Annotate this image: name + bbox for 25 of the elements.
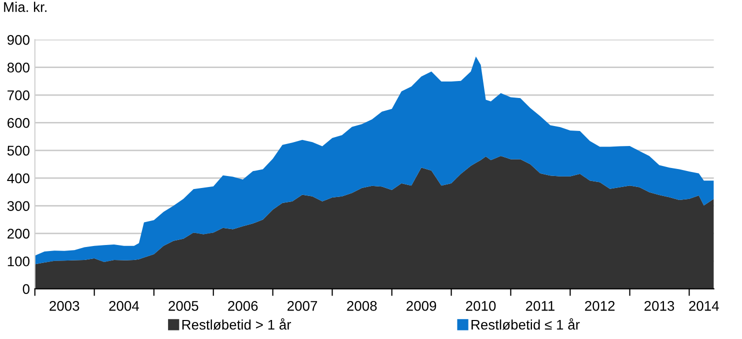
x-tick-label: 2006	[228, 301, 258, 311]
legend-label: Restløbetid ≤ 1 år	[472, 318, 580, 330]
x-tick-label: 2013	[644, 301, 674, 311]
x-tick-label: 2003	[50, 301, 80, 311]
y-tick-label: 0	[22, 284, 30, 294]
x-tick-label: 2005	[168, 301, 198, 311]
y-tick-label: 200	[8, 228, 30, 239]
x-tick-label: 2012	[585, 301, 615, 311]
y-tick-label: 600	[8, 118, 30, 128]
x-tick-label: 2004	[109, 301, 139, 311]
y-tick-label: 500	[7, 146, 30, 156]
x-tick-label: 2014	[689, 301, 719, 311]
x-tick-label: 2009	[406, 301, 436, 311]
y-axis-title: Mia. kr.	[4, 2, 46, 12]
x-tick-label: 2008	[347, 301, 377, 311]
y-tick-label: 700	[8, 90, 30, 100]
legend-label: Restløbetid > 1 år	[182, 318, 292, 330]
x-tick-label: 2010	[466, 301, 496, 311]
y-tick-label: 800	[7, 62, 30, 73]
y-tick-label: 400	[7, 173, 30, 184]
x-tick-label: 2007	[288, 301, 318, 311]
y-tick-label: 100	[8, 256, 30, 266]
y-tick-label: 300	[7, 201, 30, 211]
x-tick-label: 2011	[526, 301, 554, 311]
y-tick-label: 900	[7, 34, 30, 45]
